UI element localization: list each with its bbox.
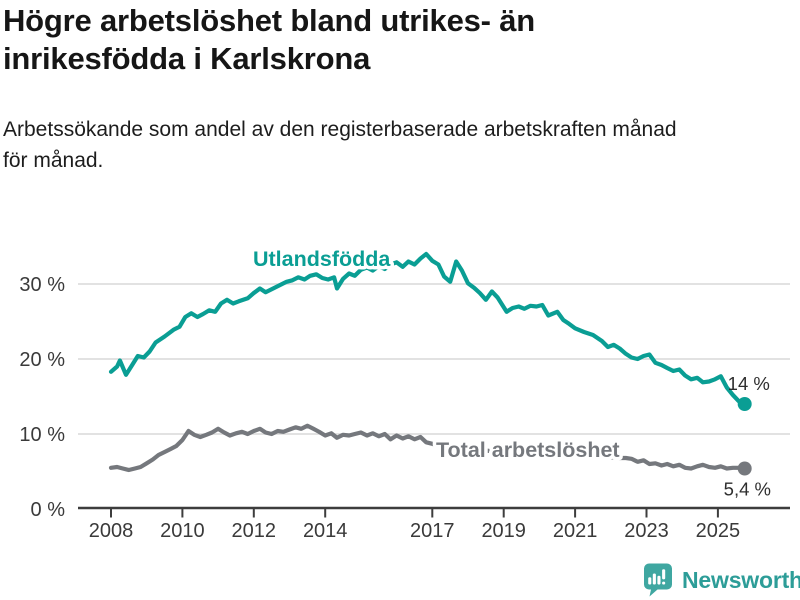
- y-axis-label-0: 0 %: [31, 499, 66, 521]
- x-axis-label-2012: 2012: [232, 520, 277, 542]
- series-label-total-arbetsloshet: Total arbetslöshet: [436, 438, 620, 462]
- x-axis-label-2017: 2017: [410, 520, 455, 542]
- y-axis-label-10: 10 %: [19, 424, 65, 446]
- series-line-total-arbetsloshet: [108, 423, 747, 473]
- y-axis-label-30: 30 %: [19, 274, 65, 296]
- x-axis-label-2019: 2019: [481, 520, 526, 542]
- chart-subtitle-line1: Arbetssökande som andel av den registerb…: [3, 118, 677, 141]
- end-dot-utlandsfodda: [737, 397, 752, 411]
- page-title-line2: inrikesfödda i Karlskrona: [3, 41, 371, 76]
- newsworthy-logo: Newsworthy: [642, 563, 800, 597]
- exclamation-glyph: [662, 569, 666, 585]
- newsworthy-wordmark: Newsworthy: [682, 566, 800, 593]
- newsworthy-icon: [644, 563, 672, 597]
- x-axis-label-2025: 2025: [696, 520, 741, 542]
- end-value-label-total-arbetsloshet: 5,4 %: [724, 479, 771, 500]
- page-title-line1: Högre arbetslöshet bland utrikes- än: [3, 3, 535, 38]
- series-line-utlandsfodda: [108, 251, 747, 407]
- x-axis-label-2008: 2008: [89, 520, 134, 542]
- y-axis-label-20: 20 %: [19, 349, 65, 371]
- x-axis-label-2023: 2023: [624, 520, 669, 542]
- x-axis-label-2021: 2021: [553, 520, 598, 542]
- chart-subtitle: Arbetssökande som andel av den registerb…: [3, 114, 677, 176]
- series-label-utlandsfodda: Utlandsfödda: [253, 247, 391, 271]
- end-dot-total-arbetsloshet: [737, 461, 752, 476]
- end-value-label-utlandsfodda: 14 %: [728, 373, 770, 394]
- chart-subtitle-line2: för månad.: [3, 149, 104, 172]
- x-axis-label-2014: 2014: [303, 520, 348, 542]
- x-axis-label-2010: 2010: [160, 520, 205, 542]
- page-title: Högre arbetslöshet bland utrikes- än inr…: [3, 2, 535, 78]
- bar-chart-glyph: [648, 573, 661, 585]
